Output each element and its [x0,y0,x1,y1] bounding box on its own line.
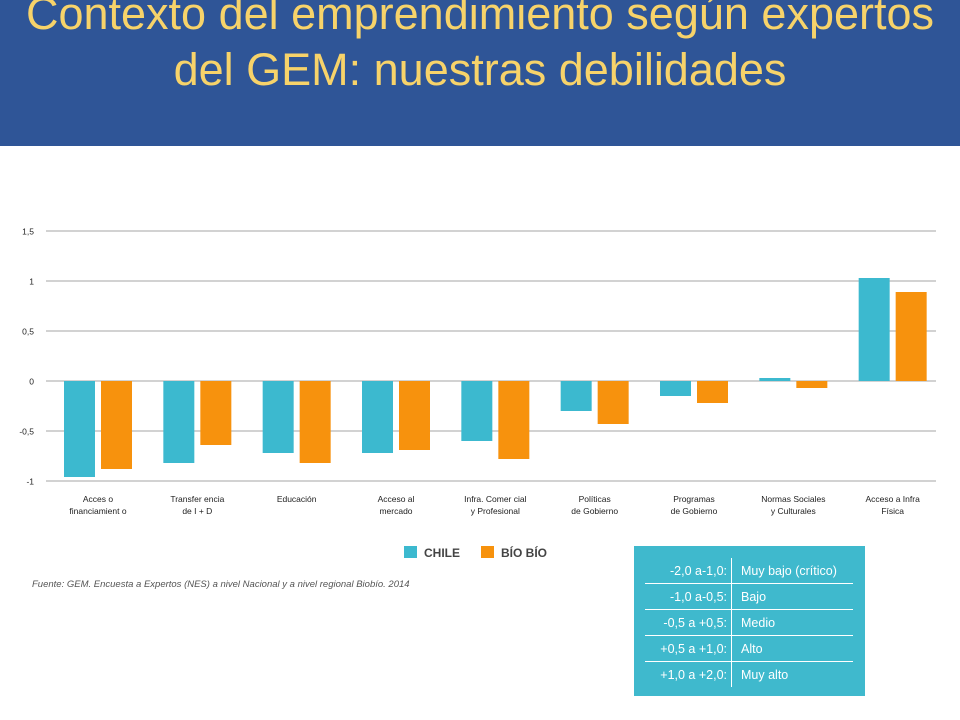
category-labels: Acces o financiamient o Transfer encia de I… [69,494,920,516]
y-tick-label: 0,5 [22,327,34,337]
scale-row: +0,5 a +1,0: Alto [645,635,853,662]
category-label: Transfer encia de I + D [170,494,224,516]
scale-range: -2,0 a-1,0: [645,558,732,584]
bar-biobio [498,381,530,459]
category-label: Acces o financiamient o [69,494,126,516]
category-label: Infra. Comer cial y Profesional [464,494,526,516]
chart-legend: CHILE BÍO BÍO [404,545,547,560]
category-label: Políticas de Gobierno [571,494,618,516]
scale-label: Muy bajo (crítico) [731,558,853,584]
scale-range: -0,5 a +0,5: [645,609,732,636]
slide-header: Contexto del emprendimiento según expert… [0,0,960,146]
slide-title: Contexto del emprendimiento según expert… [25,0,935,95]
source-note: Fuente: GEM. Encuesta a Expertos (NES) a… [32,579,410,590]
scale-range: +1,0 a +2,0: [645,661,732,687]
bar-biobio [597,381,629,424]
category-label: Acceso al mercado [378,494,415,516]
bar-chile [858,278,890,381]
bar-biobio [697,381,728,403]
scale-label: Bajo [731,583,853,610]
y-tick-label: -0,5 [19,427,34,437]
scale-row: -0,5 a +0,5: Medio [645,609,853,636]
y-tick-label: 1 [29,277,34,287]
bar-chile [64,381,95,477]
bar-chile [560,381,592,411]
bar-chile [759,378,791,381]
category-label: Normas Sociales y Culturales [761,494,825,516]
scale-label: Medio [731,609,853,636]
bar-biobio [895,292,927,381]
y-tick-label: 1,5 [22,227,34,237]
bar-biobio [101,381,132,469]
scale-range: -1,0 a-0,5: [645,583,732,610]
legend-swatch [481,546,494,558]
scale-label: Alto [731,635,853,662]
bar-chile [461,381,493,441]
legend-swatch [404,546,417,558]
category-label: Acceso a Infra Física [865,494,920,516]
bar-chile [362,381,393,453]
bar-biobio [796,381,828,388]
scale-row: +1,0 a +2,0: Muy alto [645,661,853,687]
bar-biobio [299,381,331,463]
y-tick-label: -1 [26,477,34,487]
legend-label: CHILE [424,546,460,560]
y-axis-ticks: 1,5 1 0,5 0 -0,5 -1 [19,227,34,487]
category-label: Educación [277,494,317,504]
scale-label: Muy alto [741,667,789,682]
category-label: Programas de Gobierno [671,494,718,516]
bar-biobio [399,381,430,450]
scale-range: +0,5 a +1,0: [645,635,732,662]
scale-legend-table: -2,0 a-1,0: Muy bajo (crítico) -1,0 a-0,… [645,558,853,687]
bars [64,278,927,477]
bar-chile [262,381,294,453]
legend-label: BÍO BÍO [501,545,547,560]
scale-row: -1,0 a-0,5: Bajo [645,583,853,610]
y-tick-label: 0 [29,377,34,387]
bar-chile [163,381,195,463]
bar-biobio [200,381,232,445]
bar-chile [660,381,691,396]
scale-row: -2,0 a-1,0: Muy bajo (crítico) [645,558,853,584]
